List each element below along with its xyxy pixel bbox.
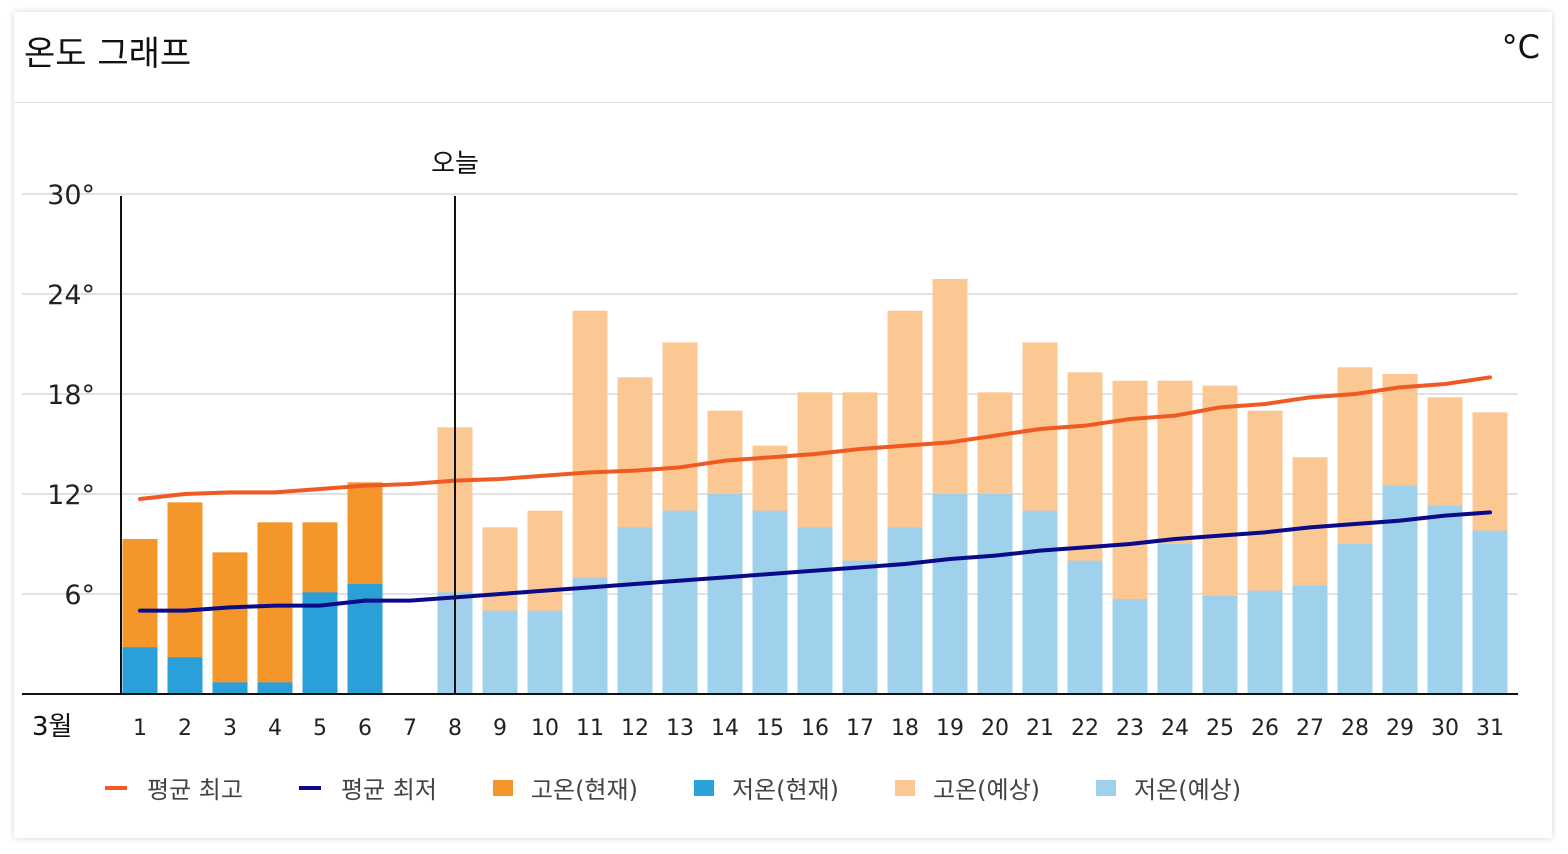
x-tick-label: 1: [133, 716, 147, 741]
avg-low-line: [138, 510, 1492, 613]
x-tick-label: 2: [178, 716, 192, 741]
bar-low-forecast: [527, 610, 563, 694]
bar-low-current: [167, 657, 203, 694]
y-tick-label: 6°: [64, 580, 95, 611]
bar-low-forecast: [662, 510, 698, 694]
legend-item-avg-high: 평균 최고: [105, 770, 243, 805]
legend-item-avg-low: 평균 최저: [298, 770, 437, 805]
bar-low-forecast: [482, 610, 518, 694]
bar-low-forecast: [1202, 595, 1238, 694]
bar-low-forecast: [1067, 560, 1103, 694]
bar-low-forecast: [1427, 505, 1463, 694]
x-tick-label: 23: [1116, 716, 1144, 741]
bar-low-forecast: [617, 527, 653, 694]
legend-swatch-high-current: [492, 779, 513, 796]
x-tick-label: 12: [621, 716, 649, 741]
bar-low-forecast: [1022, 510, 1058, 694]
x-tick-label: 21: [1026, 716, 1054, 741]
legend-label-avg-low: 평균 최저: [340, 776, 437, 804]
x-tick-label: 27: [1296, 716, 1324, 741]
x-tick-label: 6: [358, 716, 372, 741]
x-tick-label: 9: [493, 716, 507, 741]
legend-label-avg-high: 평균 최고: [147, 776, 243, 804]
x-tick-label: 30: [1431, 716, 1459, 741]
legend-swatch-avg-low: [298, 785, 321, 790]
bar-low-forecast: [1382, 485, 1418, 694]
x-tick-label: 14: [711, 716, 739, 741]
x-tick-label: 16: [801, 716, 829, 741]
x-tick-label: 18: [891, 716, 919, 741]
today-label: 오늘: [431, 149, 479, 179]
chart-card: 온도 그래프 °C: [14, 12, 1552, 838]
bar-low-forecast: [1292, 585, 1328, 694]
y-tick-label: 18°: [47, 380, 95, 411]
bar-low-forecast: [1157, 544, 1193, 694]
legend-swatch-high-forecast: [895, 779, 915, 796]
bar-low-current: [257, 682, 293, 694]
x-tick-label: 19: [936, 716, 964, 741]
bar-low-current: [302, 592, 338, 694]
legend-item-low-current: 저온(현재): [693, 770, 839, 805]
legend-swatch-low-current: [693, 779, 714, 796]
month-label: 3월: [32, 712, 72, 742]
y-tick-label: 24°: [47, 280, 95, 311]
avg-high-line: [138, 375, 1492, 501]
x-tick-label: 3: [223, 716, 237, 741]
x-tick-label: 7: [403, 716, 417, 741]
legend-label-high-forecast: 고온(예상): [933, 776, 1041, 804]
bar-low-forecast: [842, 560, 878, 694]
bar-low-forecast: [572, 577, 608, 694]
x-tick-label: 20: [981, 716, 1009, 741]
legend: 평균 최고 평균 최저 고온(현재) 저온(현재) 고온(예상) 저온(예상): [105, 770, 1297, 805]
bar-low-forecast: [1112, 599, 1148, 694]
x-tick-label: 11: [576, 716, 604, 741]
x-tick-label: 13: [666, 716, 694, 741]
unit-label: °C: [1501, 28, 1540, 66]
x-tick-label: 24: [1161, 716, 1189, 741]
x-tick-label: 4: [268, 716, 282, 741]
bar-low-forecast: [1247, 590, 1283, 694]
x-tick-label: 28: [1341, 716, 1369, 741]
y-tick-label: 12°: [47, 480, 95, 511]
x-tick-label: 8: [448, 716, 462, 741]
x-tick-label: 5: [313, 716, 327, 741]
chart-header: 온도 그래프 °C: [14, 12, 1552, 103]
x-tick-label: 15: [756, 716, 784, 741]
bar-low-forecast: [1337, 544, 1373, 694]
legend-label-low-forecast: 저온(예상): [1134, 776, 1242, 804]
bar-low-forecast: [797, 527, 833, 694]
chart-title: 온도 그래프: [24, 34, 192, 74]
bar-low-current: [122, 647, 158, 694]
bar-low-forecast: [707, 494, 743, 694]
bar-high-current: [257, 522, 293, 694]
x-tick-label: 31: [1476, 716, 1504, 741]
bar-low-forecast: [977, 494, 1013, 694]
bar-low-forecast: [1472, 530, 1508, 694]
legend-swatch-avg-high: [105, 785, 127, 790]
legend-label-low-current: 저온(현재): [731, 776, 839, 804]
legend-item-high-forecast: 고온(예상): [895, 770, 1040, 805]
legend-label-high-current: 고온(현재): [530, 776, 638, 804]
x-tick-label: 10: [531, 716, 559, 741]
y-tick-label: 30°: [47, 180, 95, 211]
x-tick-label: 26: [1251, 716, 1279, 741]
bar-high-current: [212, 552, 248, 694]
bar-low-forecast: [752, 510, 788, 694]
legend-item-high-current: 고온(현재): [492, 770, 638, 805]
legend-swatch-low-forecast: [1096, 779, 1117, 796]
bar-low-forecast: [887, 527, 923, 694]
x-tick-label: 25: [1206, 716, 1234, 741]
x-tick-label: 17: [846, 716, 874, 741]
x-tick-label: 22: [1071, 716, 1099, 741]
bar-low-forecast: [932, 494, 968, 694]
legend-item-low-forecast: 저온(예상): [1096, 770, 1241, 805]
x-tick-label: 29: [1386, 716, 1414, 741]
bar-low-current: [212, 682, 248, 694]
